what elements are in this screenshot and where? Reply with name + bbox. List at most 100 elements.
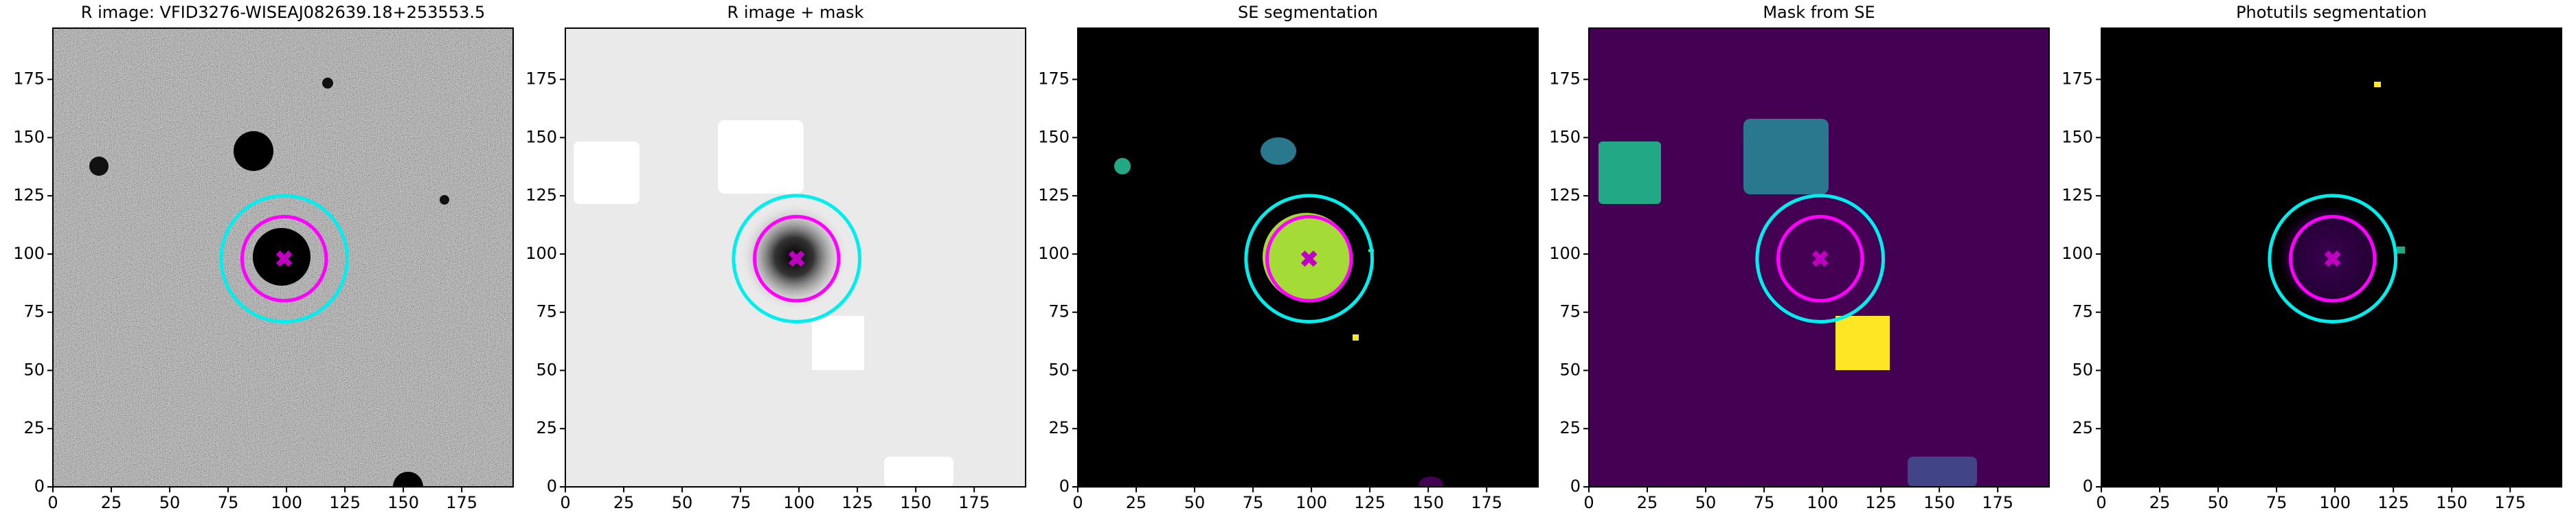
y-tick-label: 25 [536, 418, 557, 437]
y-tick-label: 175 [1038, 69, 1070, 89]
x-tick-label: 50 [1184, 493, 1206, 512]
y-tick-label: 100 [1038, 244, 1070, 263]
y-tick-label: 100 [13, 244, 45, 263]
y-tick-label: 0 [547, 477, 557, 496]
y-tick-label: 150 [526, 127, 557, 146]
x-tick-label: 100 [2319, 493, 2351, 512]
x-tick-label: 175 [958, 493, 990, 512]
center-marker [1811, 250, 1829, 267]
y-tick-label: 175 [1549, 69, 1581, 89]
y-tick-label: 75 [1559, 302, 1581, 321]
aperture-circle [1265, 214, 1353, 303]
x-tick-label: 100 [1807, 493, 1838, 512]
x-tick-label: 75 [1754, 493, 1775, 512]
x-tick-label: 175 [1471, 493, 1502, 512]
y-tick-label: 175 [526, 69, 557, 89]
x-tick-label: 125 [841, 493, 873, 512]
x-tick-label: 150 [1412, 493, 1444, 512]
axes-frame [565, 27, 1026, 488]
x-tick-label: 100 [271, 493, 302, 512]
x-tick-label: 25 [2149, 493, 2171, 512]
x-tick-label: 75 [2266, 493, 2287, 512]
axes-frame [52, 27, 514, 488]
y-tick-label: 150 [1038, 127, 1070, 146]
aperture-circle [2288, 214, 2377, 303]
y-tick-label: 125 [2061, 185, 2093, 205]
x-tick-label: 25 [1637, 493, 1658, 512]
panel-title: R image: VFID3276-WISEAJ082639.18+253553… [81, 3, 485, 22]
y-tick-label: 25 [1048, 418, 1070, 437]
x-tick-label: 0 [47, 493, 58, 512]
x-tick-label: 125 [1865, 493, 1897, 512]
x-tick-label: 125 [329, 493, 361, 512]
x-tick-label: 50 [159, 493, 181, 512]
y-tick-label: 75 [2072, 302, 2093, 321]
x-tick-label: 150 [900, 493, 931, 512]
x-tick-label: 0 [1583, 493, 1594, 512]
x-tick-label: 25 [101, 493, 122, 512]
x-tick-label: 0 [2096, 493, 2106, 512]
y-tick-label: 0 [2083, 477, 2093, 496]
y-tick-label: 0 [1059, 477, 1070, 496]
x-tick-label: 0 [1072, 493, 1083, 512]
x-tick-label: 175 [2494, 493, 2526, 512]
aperture-circle [240, 214, 328, 303]
y-tick-label: 25 [2072, 418, 2093, 437]
x-tick-label: 75 [1243, 493, 1264, 512]
x-tick-label: 150 [2436, 493, 2467, 512]
x-tick-label: 50 [672, 493, 693, 512]
aperture-circle [1776, 214, 1864, 303]
y-tick-label: 150 [13, 127, 45, 146]
y-tick-label: 75 [23, 302, 45, 321]
center-marker [788, 250, 805, 267]
y-tick-label: 175 [13, 69, 45, 89]
y-tick-label: 125 [13, 185, 45, 205]
x-tick-label: 100 [783, 493, 815, 512]
y-tick-label: 75 [1048, 302, 1070, 321]
image-panel [53, 28, 513, 487]
aperture-circle [1244, 194, 1375, 324]
x-tick-label: 175 [446, 493, 477, 512]
y-tick-label: 175 [2061, 69, 2093, 89]
x-tick-label: 125 [2377, 493, 2409, 512]
center-marker [275, 250, 293, 267]
y-tick-label: 0 [34, 477, 45, 496]
center-marker [1300, 250, 1318, 267]
axes-frame [2101, 27, 2562, 488]
panel-title: SE segmentation [1238, 3, 1378, 22]
y-tick-label: 0 [1570, 477, 1581, 496]
y-tick-label: 50 [1048, 360, 1070, 379]
x-tick-label: 50 [2208, 493, 2229, 512]
x-tick-label: 25 [613, 493, 635, 512]
x-tick-label: 50 [1695, 493, 1717, 512]
x-tick-label: 150 [1923, 493, 1955, 512]
x-tick-label: 25 [1126, 493, 1147, 512]
y-tick-label: 75 [536, 302, 557, 321]
panel-title: R image + mask [727, 3, 864, 22]
axes-frame [1588, 27, 2050, 488]
panel-title: Mask from SE [1763, 3, 1875, 22]
y-tick-label: 25 [1559, 418, 1581, 437]
x-tick-label: 75 [730, 493, 752, 512]
y-tick-label: 100 [1549, 244, 1581, 263]
y-tick-label: 125 [1549, 185, 1581, 205]
y-tick-label: 100 [526, 244, 557, 263]
x-tick-label: 100 [1296, 493, 1327, 512]
y-tick-label: 50 [23, 360, 45, 379]
y-tick-label: 100 [2061, 244, 2093, 263]
aperture-circle [1755, 194, 1886, 324]
panel-title: Photutils segmentation [2236, 3, 2427, 22]
y-tick-label: 125 [1038, 185, 1070, 205]
y-tick-label: 125 [526, 185, 557, 205]
y-tick-label: 50 [1559, 360, 1581, 379]
y-tick-label: 150 [2061, 127, 2093, 146]
x-tick-label: 150 [387, 493, 419, 512]
x-tick-label: 175 [1982, 493, 2013, 512]
aperture-circle [219, 194, 350, 324]
x-tick-label: 75 [218, 493, 239, 512]
x-tick-label: 0 [560, 493, 570, 512]
x-tick-label: 125 [1354, 493, 1386, 512]
y-tick-label: 150 [1549, 127, 1581, 146]
